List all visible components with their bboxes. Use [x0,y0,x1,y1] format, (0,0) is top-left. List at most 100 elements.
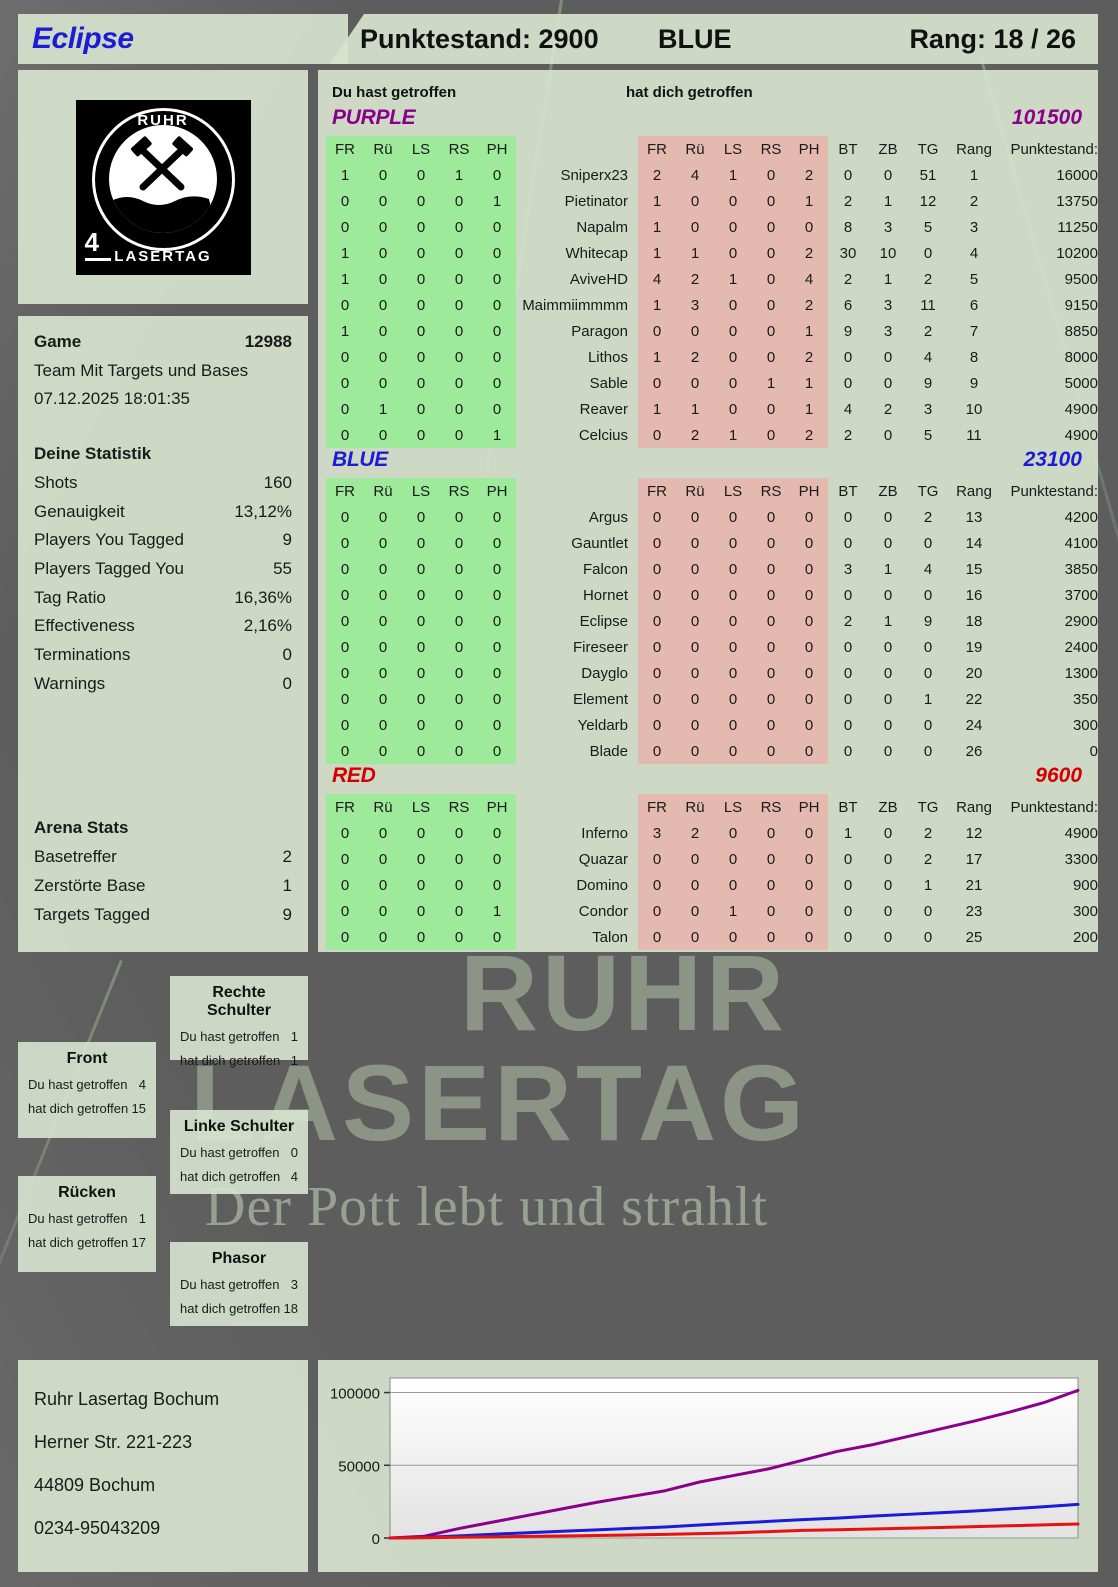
hitbox-front: Front Du hast getroffen 4 hat dich getroffe… [18,1042,156,1138]
player-name-cell[interactable]: Yeldarb [577,716,628,734]
table-row[interactable]: 1 0 0 0 0 Whitecap 1 1 0 0 2 30 10 0 4 10200 [326,240,1104,266]
table-row[interactable]: 0 0 0 0 0 Lithos 1 2 0 0 2 0 0 4 8 8000 [326,344,1104,370]
you-hit-PH: 0 [478,872,516,898]
hit-you-RS: 0 [752,846,790,872]
table-row[interactable]: 0 0 0 0 0 Yeldarb 0 0 0 0 0 0 0 0 24 300 [326,712,1104,738]
player-name-cell[interactable]: Dayglo [581,664,628,682]
cell-zb: 0 [883,824,893,842]
cell-tg: 5 [923,426,933,444]
table-row[interactable]: 0 0 0 0 1 Pietinator 1 0 0 0 1 2 1 12 2 13750 [326,188,1104,214]
player-name-cell[interactable]: Whitecap [565,244,628,262]
you-hit-PH: 1 [478,188,516,214]
table-row[interactable]: 0 0 0 0 0 Napalm 1 0 0 0 0 8 3 5 3 11250 [326,214,1104,240]
player-name-cell[interactable]: Paragon [571,322,628,340]
col-header-you-PH: PH [478,794,516,820]
you-hit-FR: 1 [326,266,364,292]
cell-zb: 0 [883,348,893,366]
player-name-cell[interactable]: Pietinator [564,192,628,210]
table-row[interactable]: 0 0 0 0 0 Quazar 0 0 0 0 0 0 0 2 17 3300 [326,846,1104,872]
hit-you-Rü: 0 [676,712,714,738]
hit-you-FR: 0 [638,634,676,660]
col-header-you-PH: PH [478,478,516,504]
player-name-cell[interactable]: Fireseer [572,638,628,656]
table-row[interactable]: 0 0 0 0 1 Condor 0 0 1 0 0 0 0 0 23 300 [326,898,1104,924]
hitbox-row-value: 17 [131,1235,146,1250]
address-line: Ruhr Lasertag Bochum [34,1389,220,1409]
player-name-cell[interactable]: Lithos [587,348,628,366]
you-hit-RS: 0 [440,846,478,872]
you-hit-LS: 0 [402,344,440,370]
table-row[interactable]: 0 0 0 0 1 Celcius 0 2 1 0 2 2 0 5 11 4900 [326,422,1104,448]
table-row[interactable]: 0 0 0 0 0 Blade 0 0 0 0 0 0 0 0 26 0 [326,738,1104,764]
player-name-cell[interactable]: Napalm [576,218,628,236]
logo-panel: RUHR LASERTAG 4 [18,70,308,304]
table-row[interactable]: 0 0 0 0 0 Inferno 3 2 0 0 0 1 0 2 12 4900 [326,820,1104,846]
hit-you-RS: 0 [752,924,790,950]
player-name-cell[interactable]: Sniperx23 [560,166,628,184]
player-name-cell[interactable]: Talon [592,928,628,946]
chart-ytick-label: 50000 [338,1458,380,1475]
table-row[interactable]: 0 0 0 0 0 Talon 0 0 0 0 0 0 0 0 25 200 [326,924,1104,950]
table-row[interactable]: 0 0 0 0 0 Eclipse 0 0 0 0 0 2 1 9 18 2900 [326,608,1104,634]
stat-row: Effectiveness 2,16% [34,612,292,641]
table-row[interactable]: 0 0 0 0 0 Element 0 0 0 0 0 0 0 1 22 350 [326,686,1104,712]
hit-you-FR: 0 [638,924,676,950]
hit-you-FR: 0 [638,712,676,738]
you-hit-FR: 1 [326,240,364,266]
player-name-cell[interactable]: Domino [576,876,628,894]
hit-you-Rü: 1 [676,240,714,266]
table-row[interactable]: 1 0 0 0 0 AviveHD 4 2 1 0 4 2 1 2 5 9500 [326,266,1104,292]
player-name-cell[interactable]: Reaver [579,400,628,418]
table-row[interactable]: 0 0 0 0 0 Falcon 0 0 0 0 0 3 1 4 15 3850 [326,556,1104,582]
hitbox-row: hat dich getroffen 15 [28,1101,146,1116]
col-header-them-PH: PH [790,478,828,504]
chart-series-purple [388,1388,1080,1540]
col-header-tg: TG [917,140,939,158]
table-row[interactable]: 1 0 0 1 0 Sniperx23 2 4 1 0 2 0 0 51 1 16000 [326,162,1104,188]
table-row[interactable]: 0 1 0 0 0 Reaver 1 1 0 0 1 4 2 3 10 4900 [326,396,1104,422]
hit-you-RS: 0 [752,582,790,608]
hit-you-Rü: 0 [676,504,714,530]
table-row[interactable]: 0 0 0 0 0 Domino 0 0 0 0 0 0 0 1 21 900 [326,872,1104,898]
table-row[interactable]: 0 0 0 0 0 Fireseer 0 0 0 0 0 0 0 0 19 2400 [326,634,1104,660]
cell-tg: 4 [923,348,933,366]
table-row[interactable]: 0 0 0 0 0 Hornet 0 0 0 0 0 0 0 0 16 3700 [326,582,1104,608]
player-name-cell[interactable]: Maimmiimmmm [522,296,628,314]
table-row[interactable]: 0 0 0 0 0 Sable 0 0 0 1 1 0 0 9 9 5000 [326,370,1104,396]
table-row[interactable]: 0 0 0 0 0 Argus 0 0 0 0 0 0 0 2 13 4200 [326,504,1104,530]
table-row[interactable]: 0 0 0 0 0 Gauntlet 0 0 0 0 0 0 0 0 14 4100 [326,530,1104,556]
table-row[interactable]: 0 0 0 0 0 Maimmiimmmm 1 3 0 0 2 6 3 11 6 9150 [326,292,1104,318]
player-name-cell[interactable]: Argus [588,508,628,526]
you-hit-RS: 0 [440,530,478,556]
col-header-punktestand: Punktestand: [1010,482,1098,500]
player-name-cell[interactable]: Sable [589,374,628,392]
hit-you-RS: 0 [752,240,790,266]
arena-stat-value: 9 [282,904,292,924]
player-name-cell[interactable]: Celcius [578,426,628,444]
player-name-cell[interactable]: Quazar [578,850,628,868]
player-name-cell[interactable]: Condor [578,902,628,920]
stat-row: Tag Ratio 16,36% [34,584,292,613]
stat-value: 160 [263,472,292,492]
player-name-cell[interactable]: Eclipse [579,612,628,630]
player-name-cell[interactable]: Falcon [582,560,628,578]
player-name-cell[interactable]: Element [572,690,628,708]
player-name-cell[interactable]: AviveHD [569,270,628,288]
main-column-headers: Du hast getroffen hat dich getroffen [326,78,1088,106]
team-header-purple: PURPLE 101500 [326,106,1088,136]
player-name-cell[interactable]: Gauntlet [571,534,628,552]
player-name-cell[interactable]: Blade [589,742,628,760]
player-name-cell[interactable]: Inferno [581,824,628,842]
table-row[interactable]: 1 0 0 0 0 Paragon 0 0 0 0 1 9 3 2 7 8850 [326,318,1104,344]
hit-you-header: hat dich getroffen [626,83,753,101]
you-hit-Rü: 0 [364,898,402,924]
table-row[interactable]: 0 0 0 0 0 Dayglo 0 0 0 0 0 0 0 0 20 1300 [326,660,1104,686]
cell-rang: 26 [965,742,983,760]
game-label: Game [34,332,82,351]
you-hit-LS: 0 [402,504,440,530]
hit-you-PH: 2 [790,292,828,318]
stat-label: Genauigkeit [34,501,125,521]
col-header-you-RS: RS [440,136,478,162]
player-name-cell[interactable]: Hornet [582,586,628,604]
